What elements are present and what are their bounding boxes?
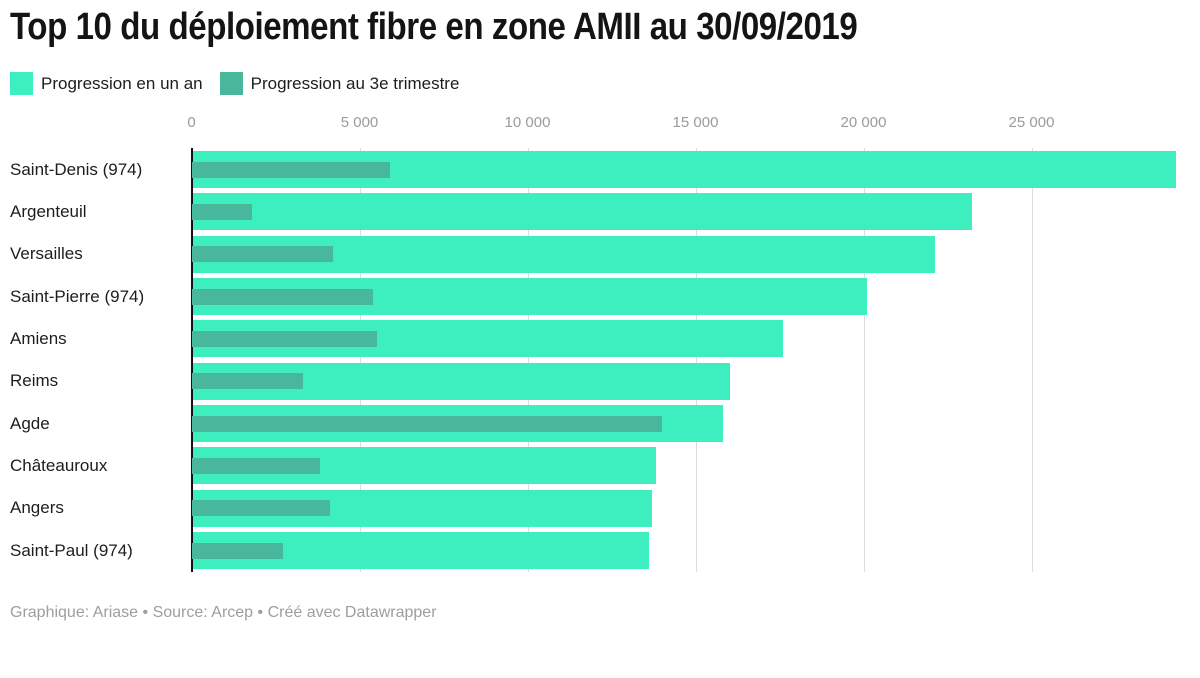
category-label: Angers <box>10 498 64 518</box>
category-label: Amiens <box>10 328 67 348</box>
x-tick-label: 15 000 <box>672 114 719 131</box>
bar-progression-quarter <box>192 161 391 178</box>
plot-area: Saint-Denis (974) Argenteuil Versailles Sai… <box>0 148 1200 572</box>
x-tick-label: 0 <box>187 114 196 131</box>
legend-label-year: Progression en un an <box>41 73 203 93</box>
category-label: Châteauroux <box>10 455 108 475</box>
category-label: Saint-Denis (974) <box>10 159 143 179</box>
bar-progression-quarter <box>192 246 334 263</box>
category-label: Agde <box>10 413 50 433</box>
chart-title: Top 10 du déploiement fibre en zone AMII… <box>10 6 858 48</box>
legend-swatch-quarter-icon <box>219 72 243 95</box>
legend-item-year: Progression en un an <box>10 72 203 95</box>
x-tick-label: 20 000 <box>840 114 887 131</box>
x-axis-ticks: 0 5 000 10 000 15 000 20 000 25 000 <box>0 114 1200 138</box>
x-tick-label: 10 000 <box>504 114 551 131</box>
bar-progression-quarter <box>192 457 320 474</box>
gridline <box>863 148 865 572</box>
bar-progression-quarter <box>192 330 377 347</box>
legend-item-quarter: Progression au 3e trimestre <box>219 72 460 95</box>
gridline <box>359 148 361 572</box>
legend-swatch-year-icon <box>10 72 33 95</box>
bar-progression-quarter <box>192 415 663 432</box>
bar-progression-quarter <box>192 500 330 517</box>
bar-progression-quarter <box>192 542 283 559</box>
category-label: Versailles <box>10 244 83 264</box>
bar-progression-quarter <box>192 373 303 390</box>
y-axis-line <box>190 148 193 572</box>
category-label: Saint-Pierre (974) <box>10 286 145 306</box>
category-label: Reims <box>10 371 59 391</box>
gridline <box>695 148 697 572</box>
category-label: Saint-Paul (974) <box>10 540 133 560</box>
x-tick-label: 5 000 <box>340 114 379 131</box>
bar-progression-quarter <box>192 288 374 305</box>
legend: Progression en un an Progression au 3e t… <box>10 72 476 95</box>
bar-progression-quarter <box>192 203 253 220</box>
gridline <box>527 148 529 572</box>
bar-progression-year <box>192 193 972 231</box>
gridline <box>1031 148 1033 572</box>
legend-label-quarter: Progression au 3e trimestre <box>250 73 460 93</box>
x-tick-label: 25 000 <box>1008 114 1055 131</box>
footer-attribution: Graphique: Ariase • Source: Arcep • Créé… <box>10 604 437 621</box>
category-label: Argenteuil <box>10 201 87 221</box>
